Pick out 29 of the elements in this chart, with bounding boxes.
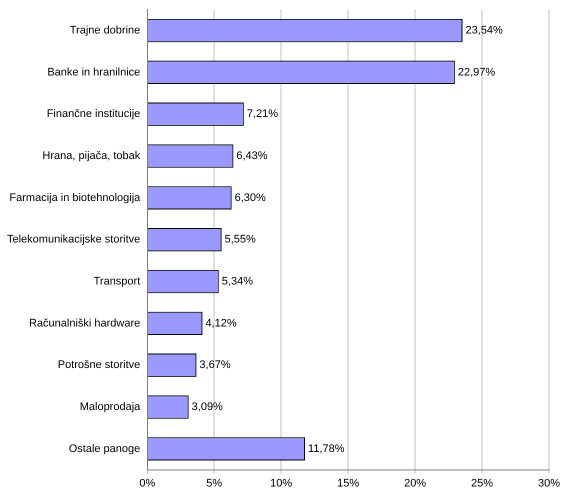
y-tick-label: Računalniški hardware (28, 317, 140, 330)
x-tick-label: 20% (404, 477, 426, 490)
data-label: 22,97% (458, 66, 496, 78)
y-tick-label: Potrošne storitve (58, 359, 140, 372)
y-tick-label: Trajne dobrine (70, 24, 140, 37)
data-label: 7,21% (246, 108, 278, 120)
y-tick-label: Ostale panoge (68, 442, 140, 455)
data-label: 23,54% (465, 24, 504, 37)
x-tick-label: 25% (471, 477, 494, 490)
data-label: 4,12% (205, 317, 237, 330)
y-tick-label: Telekomunikacijske storitve (6, 234, 140, 246)
y-tick-label: Banke in hranilnice (47, 66, 140, 78)
data-label: 3,67% (199, 359, 231, 372)
x-tick-label: 30% (538, 477, 560, 490)
data-label: 6,43% (236, 150, 268, 162)
data-label: 5,34% (222, 276, 254, 288)
y-tick-label: Finančne institucije (46, 108, 140, 120)
x-tick-label: 10% (270, 477, 292, 490)
x-tick-label: 0% (139, 477, 156, 490)
y-tick-label: Maloprodaja (80, 401, 142, 414)
y-tick-label: Farmacija in biotehnologija (9, 192, 142, 204)
x-tick-label: 5% (206, 477, 222, 490)
data-label: 5,55% (224, 234, 256, 246)
data-label: 3,09% (192, 401, 224, 414)
data-label: 6,30% (234, 192, 266, 204)
x-tick-label: 15% (337, 477, 360, 490)
data-label: 11,78% (308, 442, 345, 455)
y-tick-label: Transport (94, 276, 140, 288)
y-tick-label: Hrana, pijača, tobak (42, 150, 141, 162)
